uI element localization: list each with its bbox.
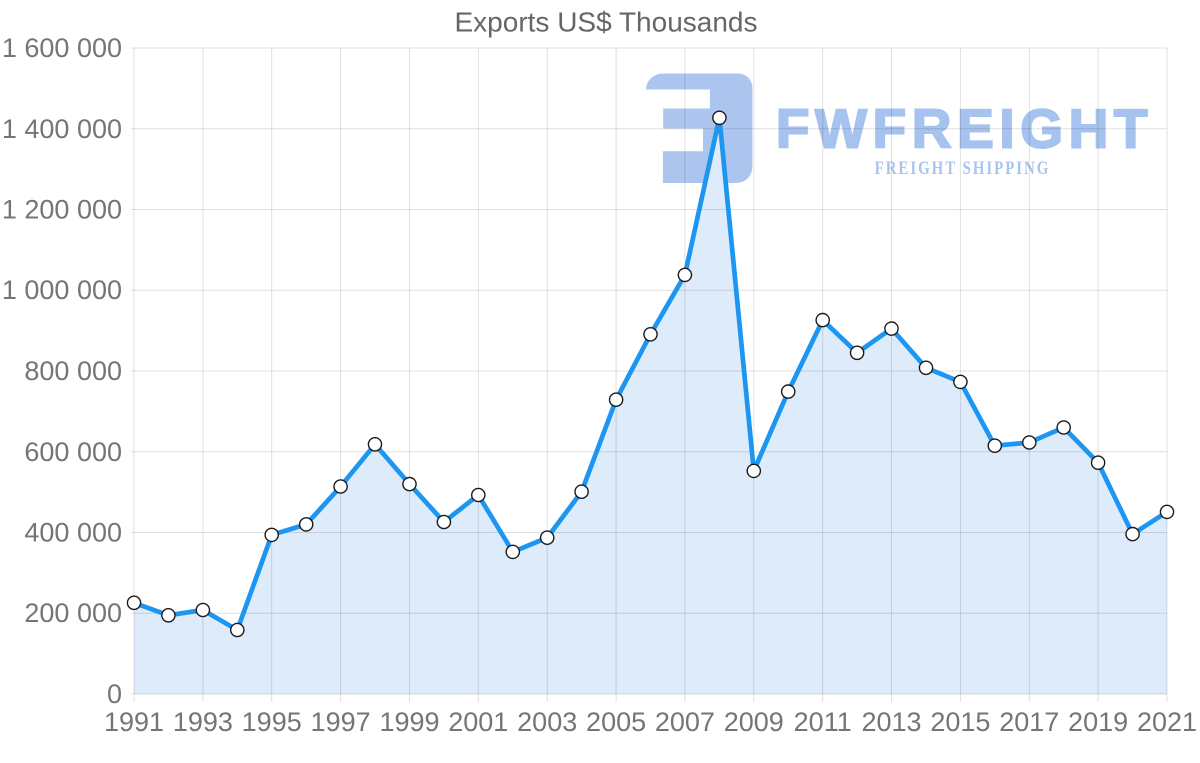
svg-text:200 000: 200 000 — [24, 598, 122, 628]
svg-text:2015: 2015 — [930, 707, 990, 737]
svg-text:1995: 1995 — [242, 707, 302, 737]
svg-text:1 000 000: 1 000 000 — [2, 275, 122, 305]
svg-text:2001: 2001 — [448, 707, 508, 737]
svg-text:2019: 2019 — [1068, 707, 1128, 737]
svg-text:2005: 2005 — [586, 707, 646, 737]
svg-text:400 000: 400 000 — [24, 518, 122, 548]
svg-text:2007: 2007 — [655, 707, 715, 737]
svg-text:1 400 000: 1 400 000 — [2, 114, 122, 144]
svg-text:FREIGHT SHIPPING: FREIGHT SHIPPING — [875, 157, 1051, 178]
svg-text:FWFREIGHT: FWFREIGHT — [776, 98, 1153, 160]
svg-text:2003: 2003 — [517, 707, 577, 737]
svg-text:800 000: 800 000 — [24, 356, 122, 386]
svg-text:2011: 2011 — [794, 707, 852, 737]
svg-text:Exports US$ Thousands: Exports US$ Thousands — [455, 7, 758, 38]
svg-text:1997: 1997 — [311, 707, 371, 737]
svg-text:2017: 2017 — [999, 707, 1059, 737]
svg-text:1991: 1991 — [104, 707, 164, 737]
svg-text:0: 0 — [107, 679, 122, 709]
svg-text:1999: 1999 — [379, 707, 439, 737]
svg-text:2009: 2009 — [724, 707, 784, 737]
svg-text:2013: 2013 — [861, 707, 921, 737]
svg-text:1 600 000: 1 600 000 — [2, 33, 122, 63]
svg-text:2021: 2021 — [1137, 707, 1197, 737]
svg-text:600 000: 600 000 — [24, 437, 122, 467]
svg-text:1993: 1993 — [173, 707, 233, 737]
svg-text:1 200 000: 1 200 000 — [2, 195, 122, 225]
